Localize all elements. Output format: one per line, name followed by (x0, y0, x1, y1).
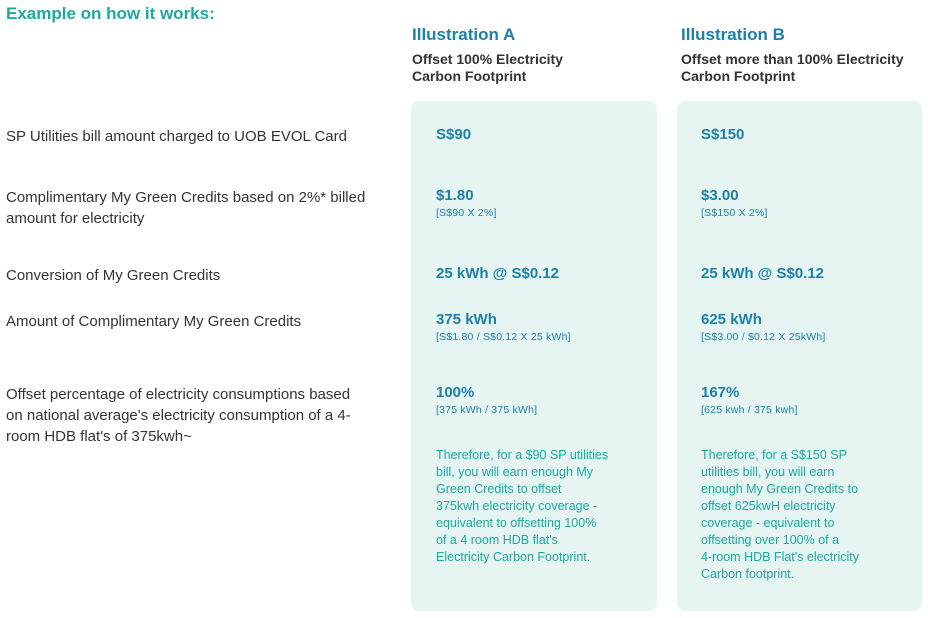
illustration-a-subtitle-line2: Carbon Footprint (412, 68, 527, 84)
illustration-a-conversion-value: 25 kWh @ S$0.12 (436, 265, 560, 282)
illustration-a-title: Illustration A (412, 25, 516, 44)
note-line: Therefore, for a S$150 SP (701, 448, 847, 462)
illustration-a-credits-value: $1.80 (436, 187, 474, 204)
note-line: utilities bill, you will earn (701, 465, 835, 479)
row-label-amount: Amount of Complimentary My Green Credits (6, 313, 302, 330)
row-label-bill: SP Utilities bill amount charged to UOB … (6, 128, 347, 145)
illustration-a-amount-calc: [S$1.80 / S$0.12 X 25 kWh] (436, 331, 571, 343)
row-label-offset-line2: on national average's electricity consum… (6, 407, 351, 424)
illustration-b-subtitle-line1: Offset more than 100% Electricity (681, 51, 904, 67)
illustration-b-bill-value: S$150 (701, 126, 745, 143)
illustration-a-subtitle-line1: Offset 100% Electricity (412, 51, 563, 67)
note-line: Carbon footprint. (701, 567, 795, 581)
note-line: bill, you will earn enough My (436, 465, 594, 479)
note-line: offset 625kwH electricity (701, 499, 836, 513)
illustration-b-title: Illustration B (681, 25, 785, 44)
row-label-credits-line1: Complimentary My Green Credits based on … (6, 189, 366, 206)
page-heading: Example on how it works: (6, 4, 215, 23)
illustration-a-note: Therefore, for a $90 SP utilities bill, … (436, 447, 608, 566)
illustration-a-credits-calc: [S$90 X 2%] (436, 207, 497, 219)
note-line: offsetting over 100% of a (701, 533, 840, 547)
note-line: 375kwh electricity coverage - (436, 499, 598, 513)
note-line: equivalent to offsetting 100% (436, 516, 597, 530)
row-label-conversion: Conversion of My Green Credits (6, 267, 221, 284)
note-line: 4-room HDB Flat's electricity (701, 550, 859, 564)
illustration-b-credits-calc: [S$150 X 2%] (701, 207, 768, 219)
note-line: Therefore, for a $90 SP utilities (436, 448, 609, 462)
illustration-b-note: Therefore, for a S$150 SP utilities bill… (701, 447, 859, 583)
note-line: Electricity Carbon Footprint. (436, 550, 591, 564)
row-label-offset-line1: Offset percentage of electricity consump… (6, 386, 351, 403)
illustration-b-amount-value: 625 kWh (701, 311, 762, 328)
note-line: enough My Green Credits to (701, 482, 859, 496)
illustration-a-bill-value: S$90 (436, 126, 472, 143)
note-line: of a 4 room HDB flat's (436, 533, 558, 547)
note-line: Green Credits to offset (436, 482, 562, 496)
illustration-b-conversion-value: 25 kWh @ S$0.12 (701, 265, 825, 282)
illustration-b-amount-calc: [S$3.00 / $0.12 X 25kWh] (701, 331, 826, 343)
illustration-b-offset-calc: [625 kwh / 375 kwh] (701, 404, 798, 416)
illustration-b-card (677, 101, 922, 611)
note-line: coverage - equivalent to (701, 516, 835, 530)
illustration-b-offset-value: 167% (701, 384, 740, 401)
illustration-a-card (411, 101, 657, 611)
row-label-credits-line2: amount for electricity (6, 210, 145, 227)
illustration-b-subtitle-line2: Carbon Footprint (681, 68, 796, 84)
row-label-offset-line3: room HDB flat's of 375kwh~ (6, 428, 192, 445)
illustration-a-amount-value: 375 kWh (436, 311, 497, 328)
illustration-a-offset-value: 100% (436, 384, 475, 401)
illustration-b-credits-value: $3.00 (701, 187, 739, 204)
illustration-a-offset-calc: [375 kWh / 375 kWh] (436, 404, 538, 416)
